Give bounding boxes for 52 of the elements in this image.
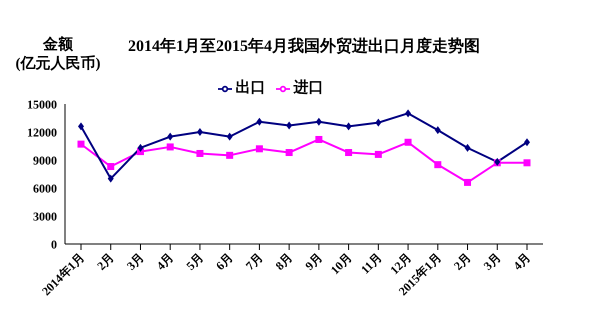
point [108,174,114,183]
point [107,163,114,170]
y-tick-label: 15000 [27,97,57,112]
point [524,159,530,166]
x-tick-label: 2月 [94,250,117,273]
point [196,150,204,157]
x-tick-label: 10月 [328,250,355,278]
point [434,161,442,168]
point [226,132,233,141]
point [374,150,382,158]
x-tick-label: 3月 [124,250,147,273]
x-tick-label: 9月 [302,250,325,273]
x-tick-label: 2月 [451,250,474,273]
point [167,132,174,141]
x-tick-label: 8月 [272,250,296,273]
point [286,121,292,130]
point [464,178,472,186]
point [137,144,144,152]
legend-label: 出口 [236,80,266,96]
point [78,122,84,130]
x-tick-label: 6月 [213,250,236,273]
y-tick-label: 9000 [33,153,57,168]
point [226,152,234,159]
x-tick-label: 7月 [242,250,266,273]
point [256,118,262,126]
x-tick-label: 3月 [480,250,504,273]
point [286,149,293,156]
point [434,126,441,134]
y-tick-label: 0 [51,237,57,252]
point [346,122,352,130]
point [404,138,412,146]
point [405,109,412,118]
point [78,140,84,148]
x-tick-label: 11月 [358,250,384,277]
legend-label: 进口 [294,80,324,96]
chart-title: 2014年1月至2015年4月我国外贸进出口月度走势图 [128,36,480,57]
x-tick-label: 5月 [183,250,206,273]
point [316,118,322,126]
y-tick-label: 6000 [33,181,57,196]
point [345,149,352,156]
x-tick-label: 4月 [510,250,534,273]
y-tick-label: 12000 [27,125,57,140]
point [166,143,174,150]
point [464,144,471,152]
x-tick-label: 4月 [154,250,176,273]
point [256,145,263,152]
point [196,128,203,136]
point [315,136,322,143]
point [375,118,382,127]
y-axis-title: 金额 (亿元人民币) [14,36,102,74]
point [524,138,530,146]
y-tick-label: 3000 [33,209,57,224]
